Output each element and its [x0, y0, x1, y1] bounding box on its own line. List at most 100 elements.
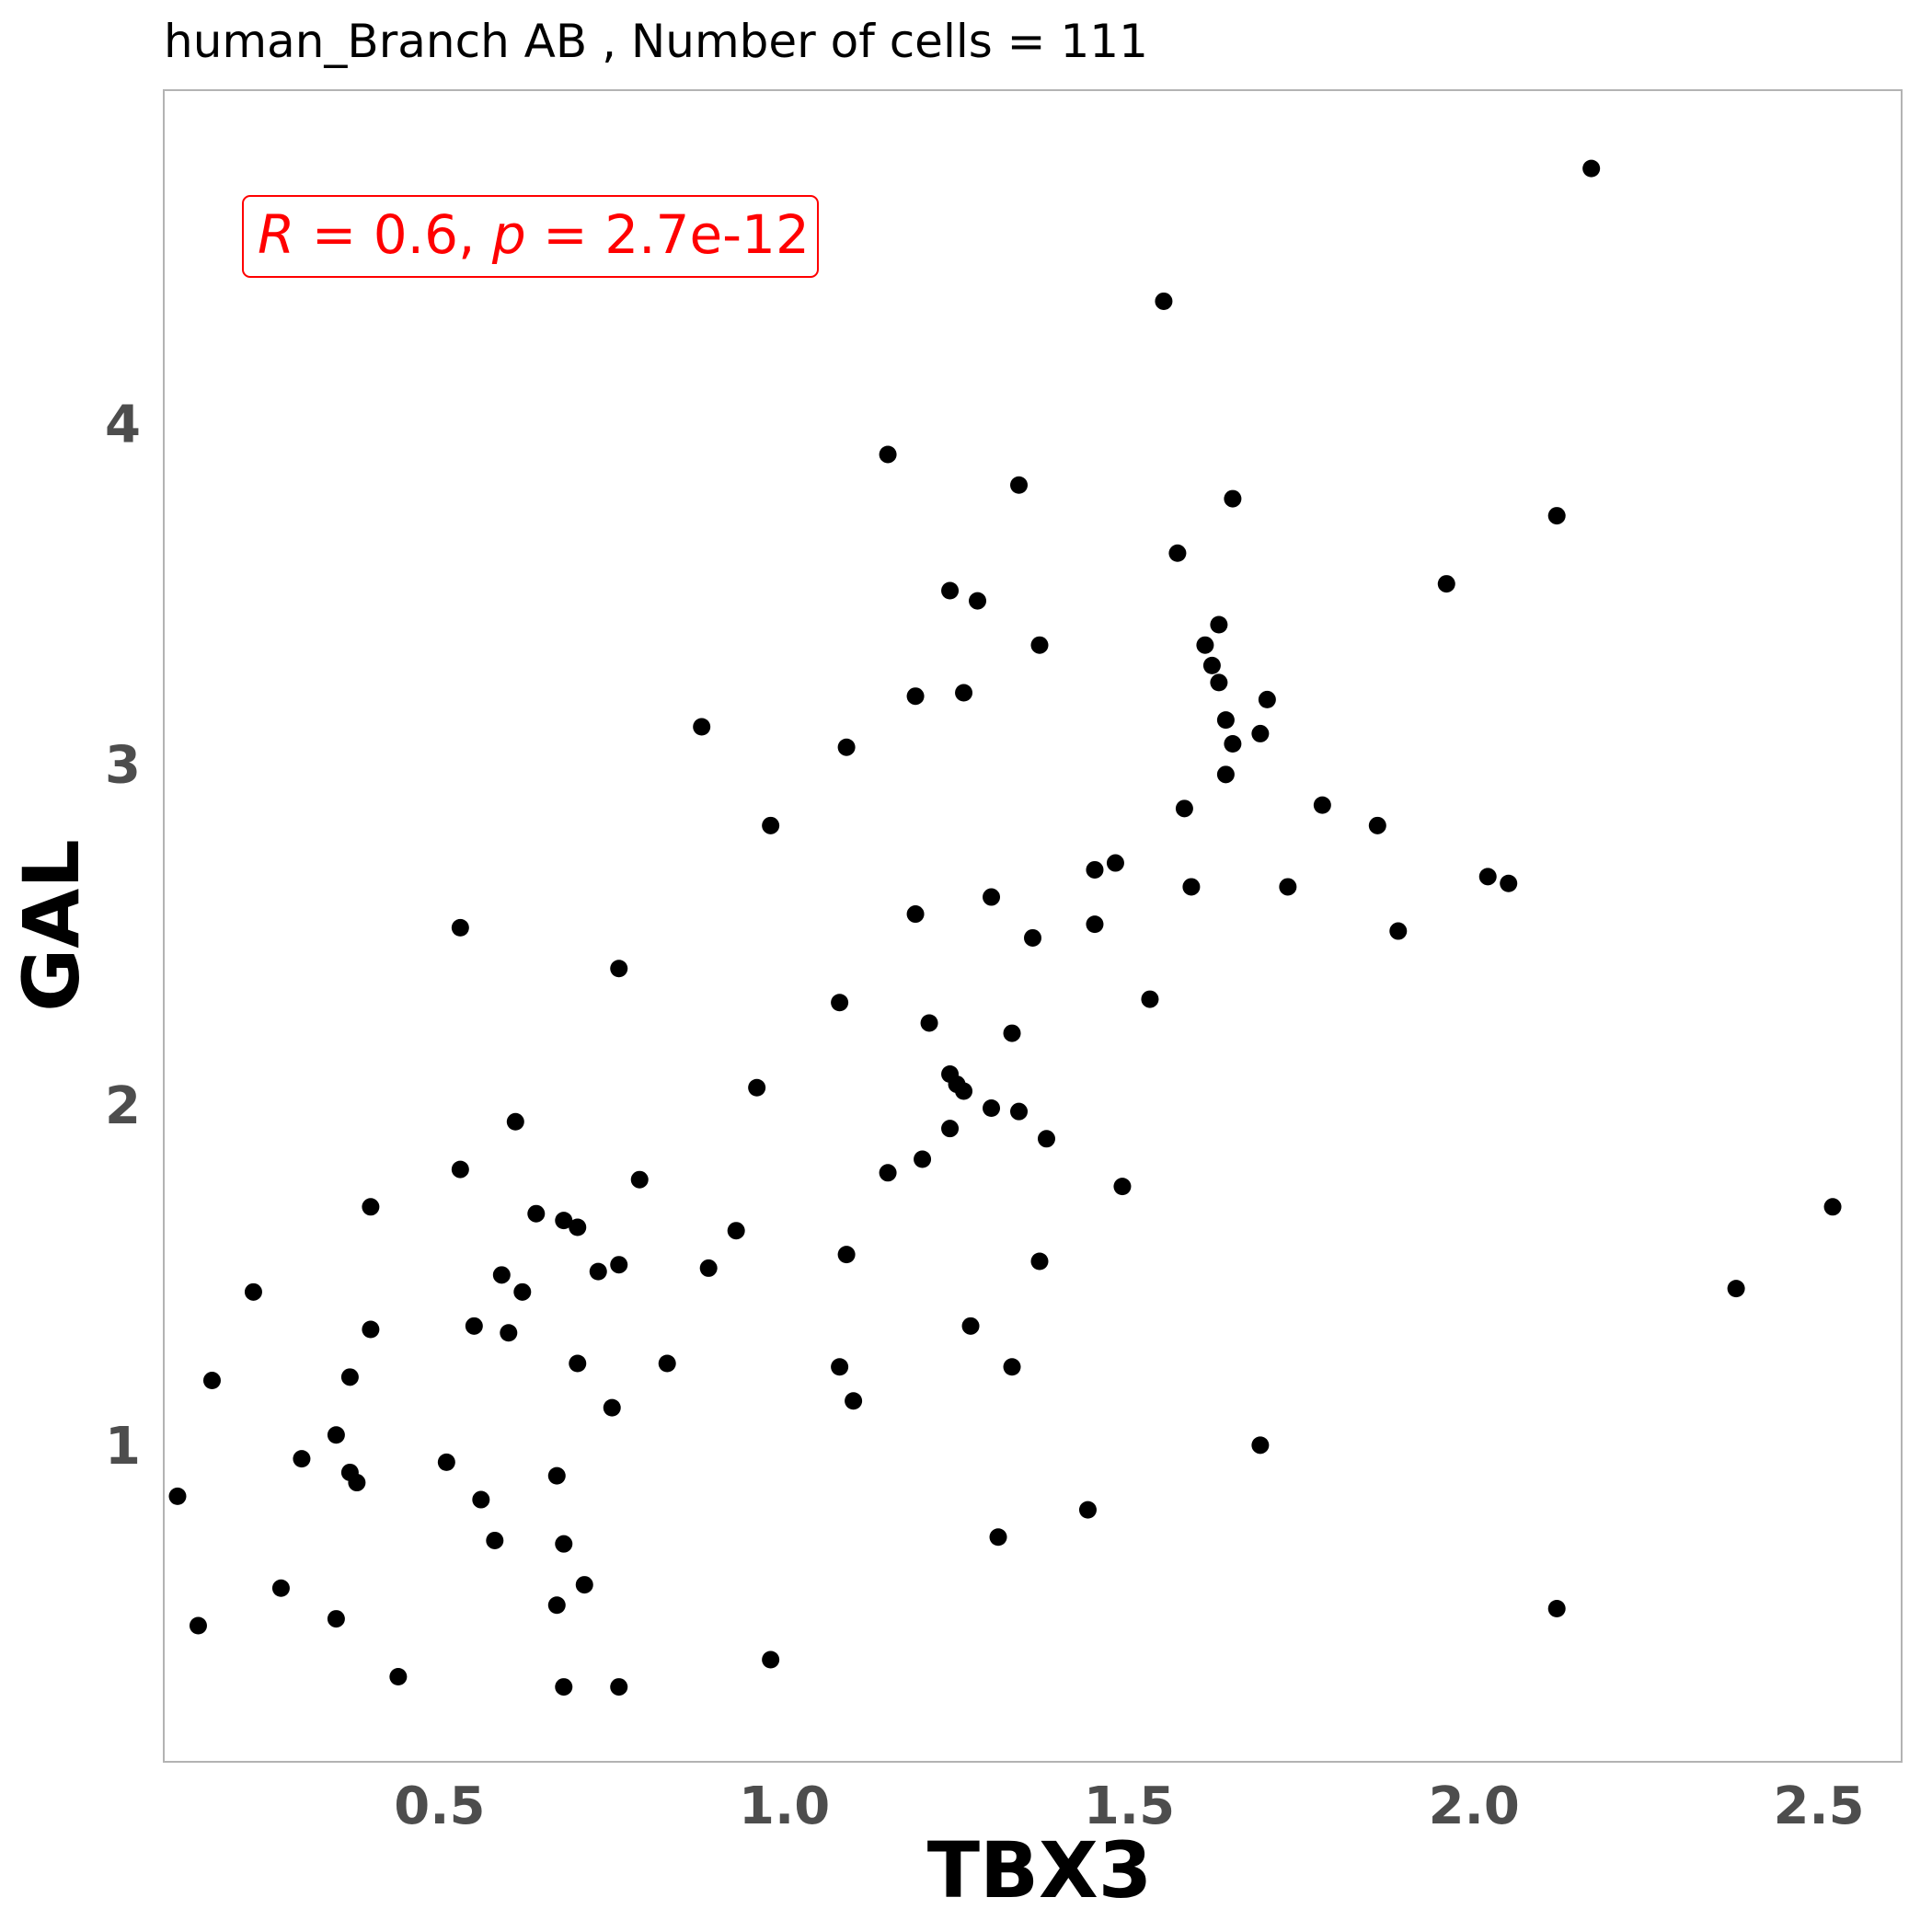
annotation-p-symbol: p — [491, 203, 526, 266]
scatter-point — [699, 1259, 718, 1277]
scatter-point — [1113, 1178, 1132, 1196]
x-tick-label: 1.5 — [1084, 1777, 1175, 1836]
scatter-point — [955, 684, 973, 702]
scatter-point — [1024, 928, 1041, 947]
scatter-point — [1086, 860, 1104, 879]
annotation-box — [242, 195, 819, 278]
scatter-point — [831, 994, 849, 1012]
scatter-point — [1251, 724, 1270, 742]
scatter-point — [1030, 1252, 1049, 1271]
y-tick-label: 2 — [105, 1076, 141, 1136]
scatter-point — [1547, 507, 1566, 525]
x-axis-ticks: 0.5 1.0 1.5 2.0 2.5 — [394, 1777, 1864, 1836]
scatter-point — [575, 1576, 593, 1594]
scatter-point — [472, 1490, 490, 1509]
scatter-point — [941, 581, 960, 600]
scatter-point — [569, 1354, 587, 1373]
scatter-point — [1030, 636, 1049, 654]
scatter-point — [547, 1466, 566, 1485]
scatter-point — [1010, 476, 1029, 494]
scatter-point — [1210, 615, 1228, 634]
scatter-point — [658, 1354, 676, 1373]
scatter-point — [920, 1014, 938, 1032]
scatter-point — [465, 1317, 483, 1335]
scatter-point — [1216, 765, 1235, 784]
scatter-point — [500, 1324, 518, 1342]
scatter-point — [168, 1487, 187, 1505]
scatter-point — [1168, 544, 1187, 562]
scatter-point — [589, 1262, 607, 1281]
y-tick-label: 4 — [105, 396, 141, 455]
scatter-point — [1003, 1358, 1021, 1376]
scatter-point — [1003, 1024, 1021, 1042]
scatter-point — [202, 1372, 221, 1390]
scatter-point — [1313, 796, 1331, 814]
scatter-point — [1086, 915, 1104, 934]
x-tick-label: 0.5 — [394, 1777, 485, 1836]
scatter-point — [327, 1610, 345, 1628]
chart-title: human_Branch AB , Number of cells = 111 — [164, 15, 1148, 68]
scatter-point — [1216, 711, 1235, 730]
scatter-point — [831, 1358, 849, 1376]
scatter-point — [879, 1164, 897, 1182]
scatter-point — [845, 1392, 863, 1410]
scatter-point — [1037, 1130, 1055, 1148]
correlation-annotation: R = 0.6, p = 2.7e-12 — [242, 195, 819, 278]
scatter-point — [1175, 799, 1193, 818]
x-axis-label: TBX3 — [927, 1825, 1153, 1915]
scatter-point — [1582, 159, 1601, 178]
scatter-point — [983, 1098, 1001, 1117]
y-axis-ticks: 1 2 3 4 — [105, 396, 141, 1477]
scatter-point — [492, 1266, 511, 1284]
scatter-point — [630, 1170, 649, 1189]
scatter-point — [327, 1426, 345, 1444]
scatter-point — [906, 905, 925, 924]
scatter-point — [837, 1246, 856, 1264]
scatter-point — [1437, 575, 1455, 593]
scatter-point — [527, 1204, 546, 1223]
scatter-point — [914, 1150, 932, 1168]
scatter-point — [1210, 673, 1228, 692]
scatter-point — [1010, 1102, 1029, 1121]
scatter-point — [451, 1160, 469, 1179]
scatter-point — [1196, 636, 1214, 654]
scatter-point — [1547, 1599, 1566, 1617]
scatter-point — [1368, 816, 1386, 834]
scatter-point — [693, 718, 711, 736]
scatter-point — [437, 1453, 455, 1471]
scatter-point — [603, 1398, 621, 1417]
scatter-point — [1078, 1501, 1097, 1519]
scatter-point — [1224, 489, 1242, 508]
scatter-point — [547, 1596, 566, 1615]
scatter-point — [189, 1616, 207, 1635]
scatter-point — [569, 1218, 587, 1236]
scatter-point — [1106, 854, 1124, 872]
scatter-point — [1182, 878, 1201, 896]
scatter-point — [555, 1212, 573, 1230]
scatter-point — [1389, 922, 1408, 940]
scatter-point — [1727, 1280, 1745, 1298]
scatter-point — [555, 1535, 573, 1553]
scatter-point — [983, 888, 1001, 906]
scatter-point — [293, 1450, 311, 1468]
scatter-point — [906, 687, 925, 706]
scatter-point — [1251, 1436, 1270, 1455]
scatter-point — [513, 1282, 532, 1301]
annotation-p-value: = 2.7e-12 — [526, 203, 810, 266]
scatter-point — [1279, 878, 1297, 896]
scatter-point — [555, 1678, 573, 1696]
x-tick-label: 1.0 — [739, 1777, 830, 1836]
y-tick-label: 3 — [105, 736, 141, 796]
scatter-point — [1823, 1198, 1842, 1216]
scatter-point — [486, 1531, 504, 1549]
scatter-point — [610, 960, 628, 978]
scatter-point — [727, 1222, 745, 1240]
scatter-point — [610, 1256, 628, 1274]
y-tick-label: 1 — [105, 1417, 141, 1477]
annotation-r-symbol: R — [258, 203, 294, 266]
annotation-r-value: = 0.6, — [294, 203, 492, 266]
scatter-point — [879, 445, 897, 464]
y-axis-label: GAL — [6, 839, 97, 1011]
scatter-point — [955, 1082, 973, 1100]
